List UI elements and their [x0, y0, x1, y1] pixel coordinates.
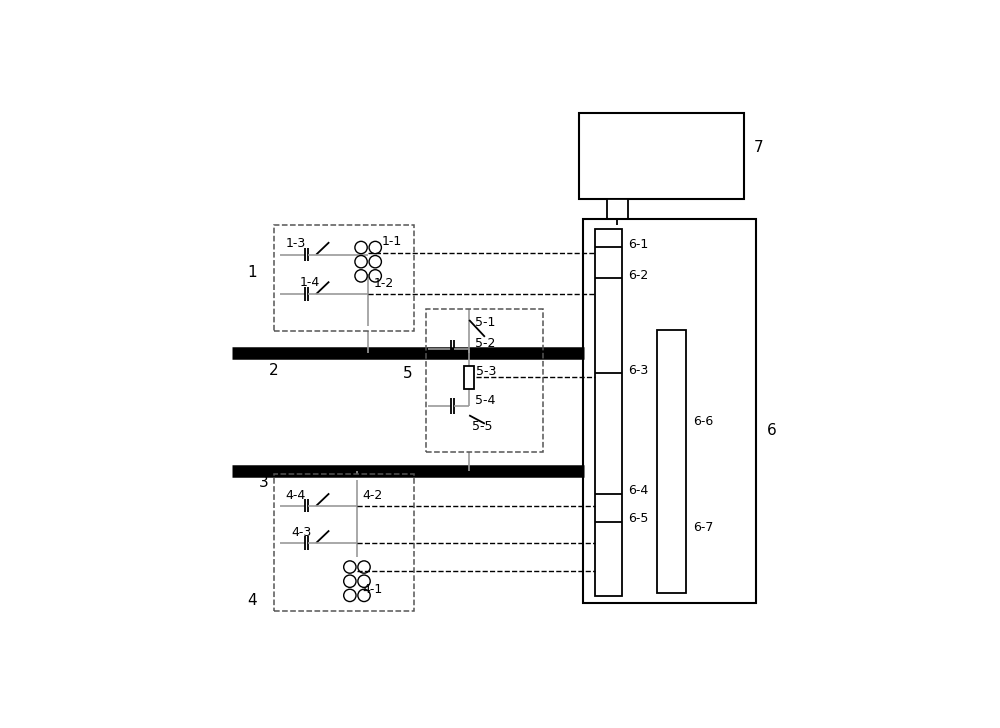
Text: 5-4: 5-4: [475, 394, 495, 407]
Text: 6-7: 6-7: [693, 521, 713, 534]
Bar: [274, 225, 414, 331]
Bar: [274, 474, 414, 612]
Text: 5-5: 5-5: [472, 420, 492, 433]
Text: 4-1: 4-1: [363, 582, 383, 596]
Text: 1-1: 1-1: [382, 235, 402, 248]
Text: 1-4: 1-4: [299, 276, 320, 289]
Text: 5-1: 5-1: [475, 316, 495, 329]
Text: 2: 2: [269, 363, 278, 378]
Text: 1: 1: [247, 265, 257, 280]
Text: 6-1: 6-1: [628, 238, 648, 251]
Text: 4-3: 4-3: [291, 526, 311, 539]
Text: 3: 3: [259, 475, 269, 490]
Text: 6-5: 6-5: [628, 513, 648, 526]
Bar: [607, 199, 628, 225]
Text: 4: 4: [247, 593, 257, 608]
Bar: [583, 219, 756, 603]
Text: 5-3: 5-3: [476, 365, 496, 379]
Text: 7: 7: [754, 140, 764, 155]
Text: 4-2: 4-2: [363, 489, 383, 502]
Text: 5: 5: [403, 365, 413, 381]
Bar: [657, 330, 686, 593]
Text: 6-6: 6-6: [693, 415, 713, 428]
Bar: [579, 113, 744, 199]
Text: 5-2: 5-2: [475, 336, 495, 349]
Bar: [595, 229, 622, 596]
Bar: [426, 309, 543, 451]
Text: 6-4: 6-4: [628, 484, 648, 497]
Text: 4-4: 4-4: [285, 489, 306, 502]
Text: 6: 6: [766, 423, 776, 438]
Text: 6-3: 6-3: [628, 364, 648, 377]
Bar: [464, 365, 474, 389]
Text: 6-2: 6-2: [628, 269, 648, 282]
Text: 1-3: 1-3: [285, 237, 306, 250]
Text: 1-2: 1-2: [374, 277, 394, 290]
